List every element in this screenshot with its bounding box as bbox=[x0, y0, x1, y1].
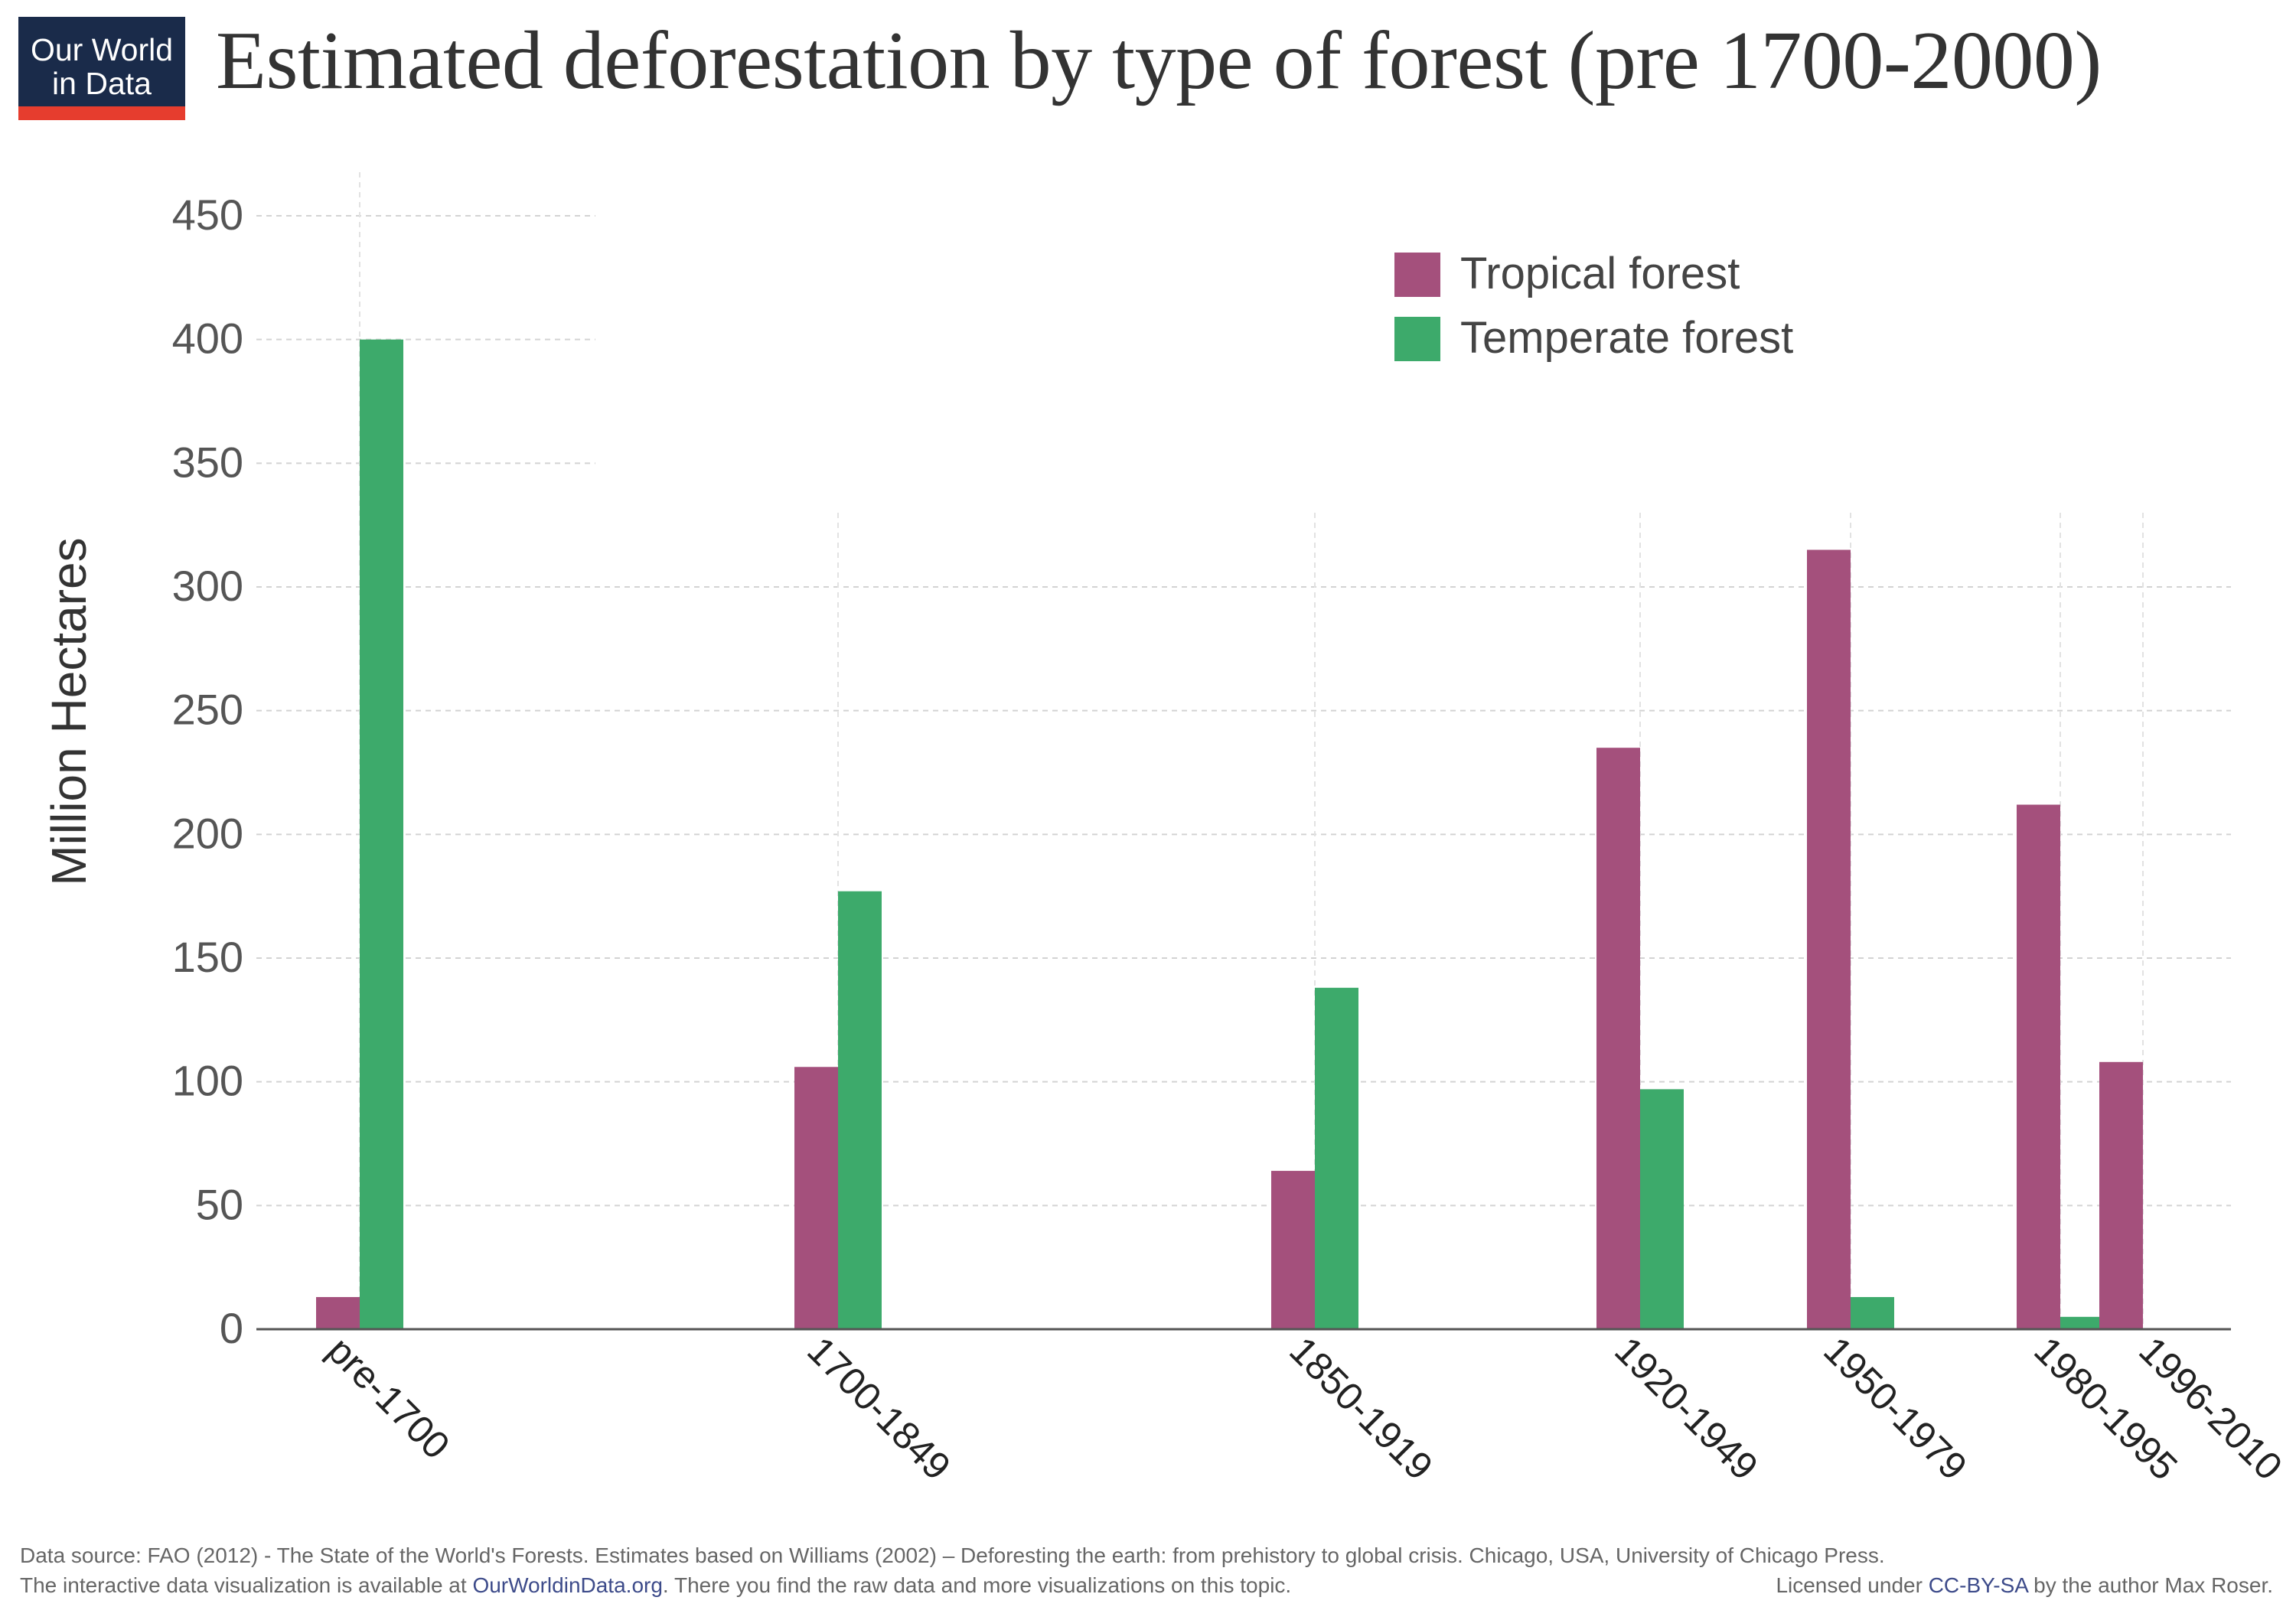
logo-accent-bar bbox=[18, 106, 185, 120]
y-tick-label: 200 bbox=[172, 809, 243, 857]
footer-interactive-note: The interactive data visualization is av… bbox=[20, 1573, 1291, 1598]
tropical-bar bbox=[1596, 748, 1640, 1329]
footer-source: Data source: FAO (2012) - The State of t… bbox=[20, 1543, 1885, 1567]
y-tick-label: 0 bbox=[220, 1304, 243, 1352]
x-category-label: pre-1700 bbox=[319, 1328, 458, 1467]
x-category-label: 1950-1979 bbox=[1815, 1328, 1975, 1488]
tropical-bar bbox=[2017, 804, 2060, 1329]
logo-line-1: Our World bbox=[30, 32, 174, 67]
legend-swatch-tropical bbox=[1394, 253, 1440, 297]
footer-license: Licensed under CC-BY-SA by the author Ma… bbox=[1776, 1573, 2273, 1598]
y-tick-label: 50 bbox=[196, 1180, 243, 1228]
temperate-bar bbox=[1851, 1296, 1894, 1329]
y-tick-label: 150 bbox=[172, 933, 243, 981]
license-link[interactable]: CC-BY-SA bbox=[1928, 1573, 2028, 1597]
x-category-label: 1920-1949 bbox=[1606, 1328, 1766, 1488]
tropical-bar bbox=[1271, 1171, 1315, 1329]
y-tick-label: 450 bbox=[172, 191, 243, 239]
y-tick-label: 100 bbox=[172, 1057, 243, 1105]
x-axis-categories: pre-1700 1700-1849 1850-1919 1920-1949 1950-… bbox=[319, 1328, 2291, 1488]
footer-license-prefix: Licensed under bbox=[1776, 1573, 1929, 1597]
temperate-bar bbox=[1315, 987, 1358, 1329]
logo-line-2: in Data bbox=[52, 66, 152, 101]
y-tick-label: 400 bbox=[172, 315, 243, 363]
bar-chart: 0 50 100 150 200 250 300 350 400 450 Million Hect… bbox=[41, 172, 2291, 1488]
y-tick-label: 300 bbox=[172, 562, 243, 610]
temperate-bar bbox=[838, 891, 882, 1329]
y-axis-ticks: 0 50 100 150 200 250 300 350 400 450 bbox=[172, 191, 243, 1352]
tropical-bar bbox=[2099, 1061, 2143, 1329]
x-category-label: 1850-1919 bbox=[1281, 1328, 1441, 1488]
x-category-label: 1700-1849 bbox=[799, 1328, 959, 1488]
owid-link[interactable]: OurWorldinData.org bbox=[472, 1573, 663, 1597]
tropical-bar bbox=[316, 1296, 360, 1329]
temperate-bar bbox=[2060, 1316, 2104, 1329]
footer-license-suffix: by the author Max Roser. bbox=[2027, 1573, 2273, 1597]
bar-group bbox=[316, 339, 2143, 1330]
y-tick-label: 250 bbox=[172, 686, 243, 734]
y-axis-label: Million Hectares bbox=[41, 537, 96, 885]
legend-label-tropical: Tropical forest bbox=[1460, 249, 1740, 298]
tropical-bar bbox=[794, 1067, 838, 1329]
legend-swatch-temperate bbox=[1394, 317, 1440, 361]
footer-interactive-prefix: The interactive data visualization is av… bbox=[20, 1573, 473, 1597]
legend: Tropical forest Temperate forest bbox=[1394, 249, 1793, 363]
chart-title: Estimated deforestation by type of fores… bbox=[216, 15, 2102, 106]
footer-interactive-suffix: . There you find the raw data and more v… bbox=[662, 1573, 1292, 1597]
temperate-bar bbox=[360, 339, 403, 1330]
y-tick-label: 350 bbox=[172, 438, 243, 486]
tropical-bar bbox=[1807, 549, 1851, 1329]
grid-lines bbox=[256, 172, 2231, 1329]
temperate-bar bbox=[1640, 1089, 1684, 1329]
legend-label-temperate: Temperate forest bbox=[1460, 313, 1793, 363]
owid-logo: Our World in Data bbox=[18, 17, 185, 120]
